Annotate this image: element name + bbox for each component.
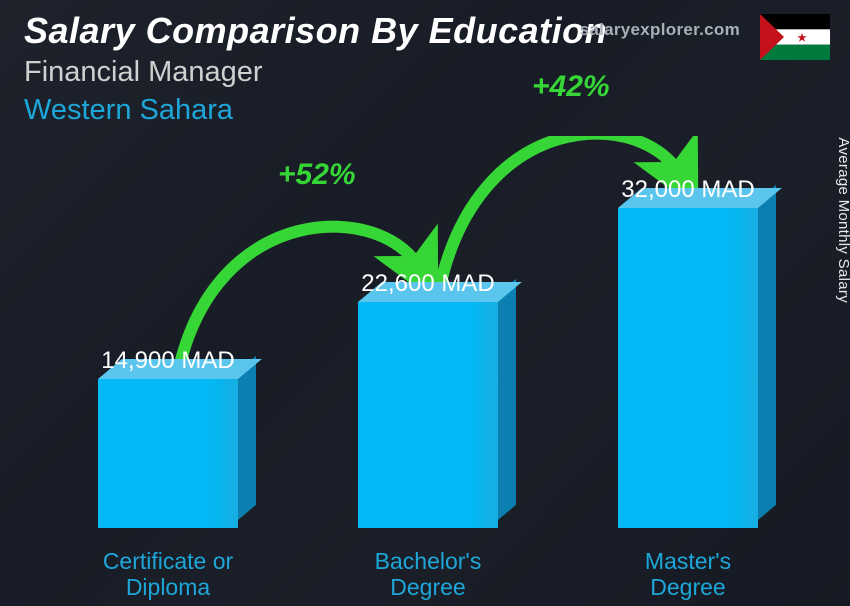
- infographic-canvas: Salary Comparison By Education Financial…: [0, 0, 850, 606]
- bar-3d: [618, 208, 758, 528]
- bar-chart: 14,900 MAD Certificate orDiploma 22,600 MA…: [0, 136, 850, 606]
- bar-side: [498, 279, 516, 520]
- bar-side: [758, 185, 776, 520]
- bar-category-label: Bachelor'sDegree: [318, 549, 538, 600]
- increase-label: +42%: [532, 70, 610, 104]
- bar-category-label: Master'sDegree: [578, 549, 798, 600]
- bar-category-label: Certificate orDiploma: [58, 549, 278, 600]
- bar-side: [238, 356, 256, 520]
- bar-front: [358, 302, 498, 528]
- watermark-suffix: com: [704, 20, 740, 39]
- bar-value-label: 32,000 MAD: [578, 176, 798, 204]
- bar-group: [598, 208, 778, 548]
- bar-front: [98, 379, 238, 528]
- bar-value-label: 14,900 MAD: [58, 347, 278, 375]
- bar-group: [78, 379, 258, 548]
- job-subtitle: Financial Manager: [24, 56, 263, 89]
- site-watermark: salaryexplorer.com: [580, 20, 740, 40]
- main-title: Salary Comparison By Education: [24, 10, 607, 52]
- bar-value-label: 22,600 MAD: [318, 270, 538, 298]
- bar-3d: [358, 302, 498, 528]
- bar-group: [338, 302, 518, 548]
- flag-icon: [760, 14, 830, 60]
- watermark-prefix: salaryexplorer: [580, 20, 700, 39]
- bar-front: [618, 208, 758, 528]
- increase-label: +52%: [278, 158, 356, 192]
- region-label: Western Sahara: [24, 94, 233, 127]
- bar-3d: [98, 379, 238, 528]
